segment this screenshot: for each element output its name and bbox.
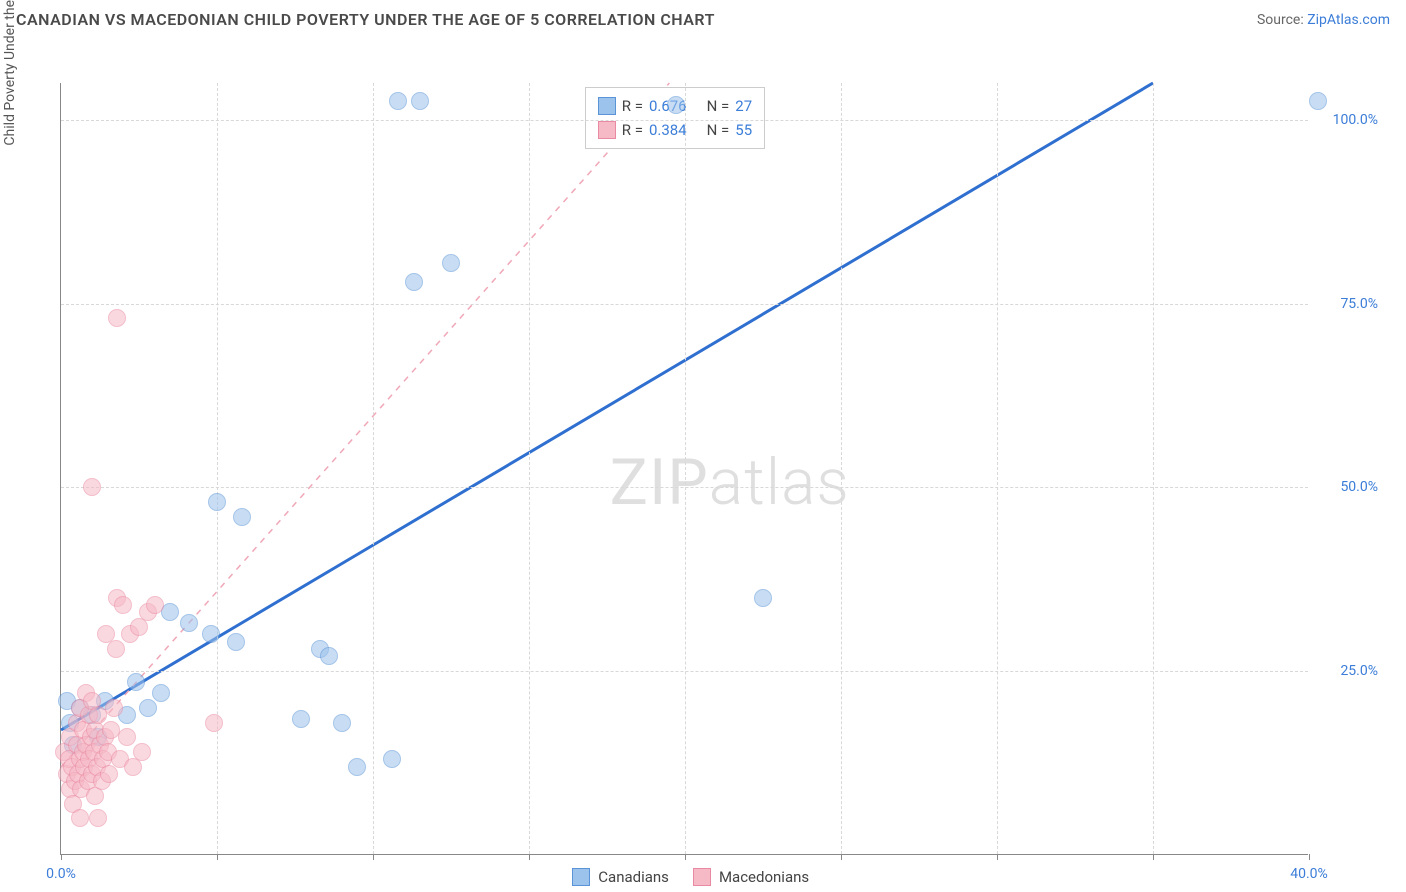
- stat-r-label: R =: [622, 118, 643, 142]
- x-tick-label: 0.0%: [46, 866, 76, 882]
- gridline-vertical: [685, 83, 686, 854]
- legend-item: Macedonians: [693, 868, 809, 886]
- x-tick-mark: [685, 854, 686, 860]
- chart-title: CANADIAN VS MACEDONIAN CHILD POVERTY UND…: [16, 10, 715, 29]
- stat-n-value: 55: [735, 118, 752, 142]
- legend-swatch: [598, 121, 616, 139]
- data-point: [405, 273, 423, 291]
- gridline-vertical: [1153, 83, 1154, 854]
- data-point: [383, 750, 401, 768]
- legend-swatch: [572, 868, 590, 886]
- data-point: [208, 493, 226, 511]
- y-axis-label: Child Poverty Under the Age of 5: [2, 0, 18, 146]
- stats-row: R = 0.384 N =55: [598, 118, 752, 142]
- x-tick-mark: [373, 854, 374, 860]
- stat-n-label: N =: [707, 94, 730, 118]
- data-point: [161, 603, 179, 621]
- data-point: [442, 254, 460, 272]
- gridline-vertical: [841, 83, 842, 854]
- y-tick-label: 25.0%: [1318, 663, 1378, 679]
- series-legend: Canadians Macedonians: [572, 868, 809, 886]
- data-point: [118, 728, 136, 746]
- plot-area: ZIPatlas R =0.676N =27R =0.384N =55 Cana…: [60, 83, 1308, 855]
- data-point: [107, 640, 125, 658]
- data-point: [667, 96, 685, 114]
- legend-label: Macedonians: [719, 868, 809, 886]
- x-tick-mark: [217, 854, 218, 860]
- data-point: [83, 478, 101, 496]
- gridline-vertical: [373, 83, 374, 854]
- data-point: [180, 614, 198, 632]
- data-point: [411, 92, 429, 110]
- x-tick-label: 40.0%: [1290, 866, 1328, 882]
- stat-n-label: N =: [707, 118, 730, 142]
- legend-swatch: [693, 868, 711, 886]
- data-point: [71, 809, 89, 827]
- data-point: [333, 714, 351, 732]
- source-link[interactable]: ZipAtlas.com: [1307, 12, 1390, 28]
- data-point: [205, 714, 223, 732]
- data-point: [292, 710, 310, 728]
- data-point: [146, 596, 164, 614]
- y-tick-label: 75.0%: [1318, 296, 1378, 312]
- source-label: Source:: [1257, 12, 1307, 28]
- watermark-bold: ZIP: [610, 445, 709, 520]
- data-point: [108, 309, 126, 327]
- data-point: [389, 92, 407, 110]
- x-tick-mark: [529, 854, 530, 860]
- data-point: [754, 589, 772, 607]
- data-point: [105, 699, 123, 717]
- data-point: [233, 508, 251, 526]
- y-tick-label: 50.0%: [1318, 479, 1378, 495]
- data-point: [1309, 92, 1327, 110]
- watermark: ZIPatlas: [610, 445, 850, 520]
- legend-item: Canadians: [572, 868, 669, 886]
- chart-source: Source: ZipAtlas.com: [1257, 12, 1390, 28]
- data-point: [152, 684, 170, 702]
- regression-line: [61, 83, 1153, 730]
- gridline-vertical: [217, 83, 218, 854]
- x-tick-mark: [997, 854, 998, 860]
- legend-swatch: [598, 97, 616, 115]
- data-point: [320, 647, 338, 665]
- watermark-thin: atlas: [709, 445, 850, 520]
- chart-header: CANADIAN VS MACEDONIAN CHILD POVERTY UND…: [0, 0, 1406, 37]
- data-point: [348, 758, 366, 776]
- x-tick-mark: [1153, 854, 1154, 860]
- data-point: [139, 699, 157, 717]
- regression-line: [61, 83, 669, 767]
- data-point: [127, 673, 145, 691]
- data-point: [202, 625, 220, 643]
- stat-r-value: 0.384: [649, 118, 687, 142]
- stat-n-value: 27: [735, 94, 752, 118]
- x-tick-mark: [61, 854, 62, 860]
- data-point: [114, 596, 132, 614]
- data-point: [227, 633, 245, 651]
- data-point: [133, 743, 151, 761]
- data-point: [89, 809, 107, 827]
- stat-r-label: R =: [622, 94, 643, 118]
- data-point: [100, 765, 118, 783]
- x-tick-mark: [841, 854, 842, 860]
- gridline-vertical: [997, 83, 998, 854]
- y-tick-label: 100.0%: [1318, 112, 1378, 128]
- gridline-vertical: [529, 83, 530, 854]
- x-tick-mark: [1309, 854, 1310, 860]
- legend-label: Canadians: [598, 868, 669, 886]
